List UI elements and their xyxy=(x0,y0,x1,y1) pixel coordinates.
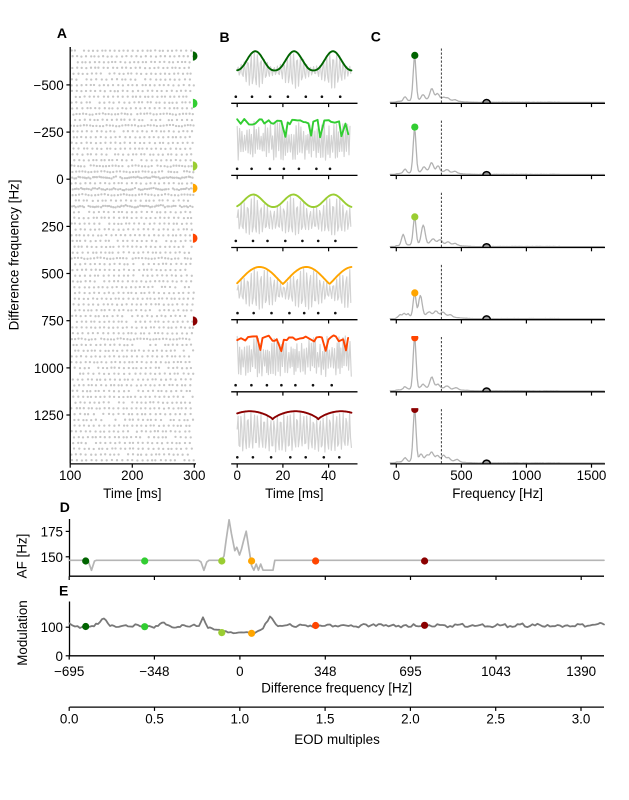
svg-text:1.0: 1.0 xyxy=(230,711,249,726)
svg-text:40: 40 xyxy=(321,468,336,483)
svg-text:1500: 1500 xyxy=(577,468,607,483)
svg-text:EOD multiples: EOD multiples xyxy=(294,732,380,747)
svg-text:E: E xyxy=(59,583,68,599)
svg-text:0.0: 0.0 xyxy=(60,711,79,726)
svg-text:−500: −500 xyxy=(34,78,64,93)
svg-text:D: D xyxy=(60,499,70,515)
svg-text:0: 0 xyxy=(236,664,243,679)
svg-text:Time [ms]: Time [ms] xyxy=(265,486,323,501)
svg-text:175: 175 xyxy=(41,524,63,539)
svg-text:2.0: 2.0 xyxy=(401,711,420,726)
svg-text:0.5: 0.5 xyxy=(145,711,164,726)
svg-text:3.0: 3.0 xyxy=(572,711,591,726)
svg-text:100: 100 xyxy=(41,620,63,635)
svg-text:750: 750 xyxy=(41,314,63,329)
svg-text:0: 0 xyxy=(56,649,63,664)
svg-text:1390: 1390 xyxy=(566,664,596,679)
svg-text:300: 300 xyxy=(183,468,205,483)
svg-text:Difference frequency [Hz]: Difference frequency [Hz] xyxy=(7,180,22,331)
svg-text:Modulation: Modulation xyxy=(15,600,30,666)
svg-text:0: 0 xyxy=(393,468,400,483)
svg-text:B: B xyxy=(220,29,230,45)
svg-text:2.5: 2.5 xyxy=(486,711,505,726)
svg-text:−348: −348 xyxy=(139,664,169,679)
svg-text:20: 20 xyxy=(275,468,290,483)
svg-text:348: 348 xyxy=(314,664,336,679)
svg-text:200: 200 xyxy=(121,468,143,483)
svg-text:1250: 1250 xyxy=(34,408,64,423)
svg-text:695: 695 xyxy=(399,664,421,679)
svg-text:1000: 1000 xyxy=(34,361,64,376)
svg-text:−250: −250 xyxy=(34,125,64,140)
svg-text:Frequency [Hz]: Frequency [Hz] xyxy=(452,486,543,501)
svg-text:−695: −695 xyxy=(54,664,84,679)
svg-text:500: 500 xyxy=(450,468,472,483)
svg-text:250: 250 xyxy=(41,219,63,234)
svg-text:C: C xyxy=(371,29,381,45)
svg-text:A: A xyxy=(57,25,67,41)
svg-text:100: 100 xyxy=(59,468,81,483)
svg-text:0: 0 xyxy=(56,172,63,187)
svg-text:Difference frequency [Hz]: Difference frequency [Hz] xyxy=(261,681,412,696)
svg-text:0: 0 xyxy=(233,468,240,483)
svg-text:1000: 1000 xyxy=(512,468,542,483)
svg-text:1.5: 1.5 xyxy=(316,711,335,726)
svg-text:Time [ms]: Time [ms] xyxy=(103,486,161,501)
svg-text:AF [Hz]: AF [Hz] xyxy=(15,534,30,579)
svg-text:1043: 1043 xyxy=(481,664,511,679)
svg-text:150: 150 xyxy=(41,550,63,565)
svg-text:500: 500 xyxy=(41,267,63,282)
